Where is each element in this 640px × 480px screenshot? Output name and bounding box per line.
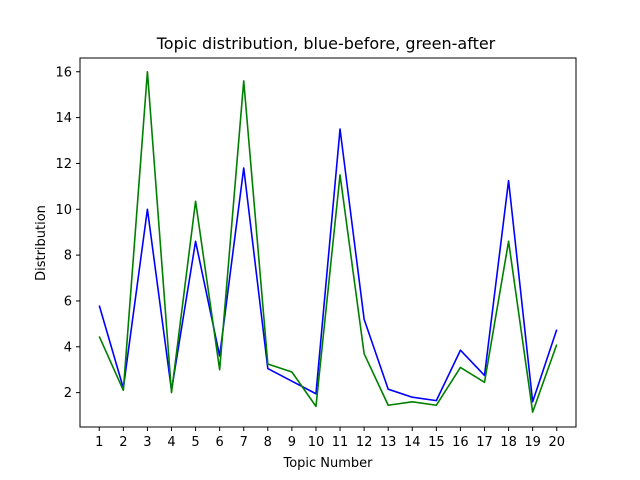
x-tick-label: 15: [428, 435, 445, 450]
x-tick-label: 19: [524, 435, 541, 450]
y-tick-label: 16: [55, 65, 72, 80]
x-tick-label: 18: [500, 435, 517, 450]
y-axis-label: Distribution: [34, 205, 49, 281]
y-tick-label: 6: [64, 294, 72, 309]
x-tick-label: 1: [95, 435, 103, 450]
chart-title: Topic distribution, blue-before, green-a…: [156, 34, 496, 53]
y-tick-label: 4: [64, 340, 72, 355]
x-tick-label: 20: [548, 435, 565, 450]
y-tick-label: 12: [55, 157, 72, 172]
x-tick-label: 17: [476, 435, 493, 450]
y-tick-label: 10: [55, 203, 72, 218]
x-tick-label: 10: [308, 435, 325, 450]
plot-frame: [79, 57, 577, 428]
x-tick-label: 7: [240, 435, 248, 450]
x-axis: 1 2 3 4 5 6 7 8 9 10 11 12 13 14 15 16 17 18 19 20: [95, 427, 565, 450]
y-tick-label: 2: [64, 386, 72, 401]
y-tick-label: 14: [55, 111, 72, 126]
x-tick-label: 13: [380, 435, 397, 450]
x-tick-label: 14: [404, 435, 421, 450]
x-tick-label: 2: [119, 435, 127, 450]
x-tick-label: 9: [288, 435, 296, 450]
x-tick-label: 16: [452, 435, 469, 450]
x-tick-label: 8: [264, 435, 272, 450]
x-tick-label: 4: [167, 435, 175, 450]
x-axis-label: Topic Number: [282, 456, 373, 471]
series-layer: [98, 70, 558, 413]
series-line-2: [98, 70, 558, 413]
x-tick-label: 12: [356, 435, 373, 450]
y-tick-label: 8: [64, 249, 72, 264]
x-tick-label: 5: [191, 435, 199, 450]
x-tick-label: 6: [216, 435, 224, 450]
x-tick-label: 3: [143, 435, 151, 450]
x-tick-label: 11: [332, 435, 349, 450]
y-axis: 2 4 6 8 10 12 14 16: [55, 65, 80, 401]
